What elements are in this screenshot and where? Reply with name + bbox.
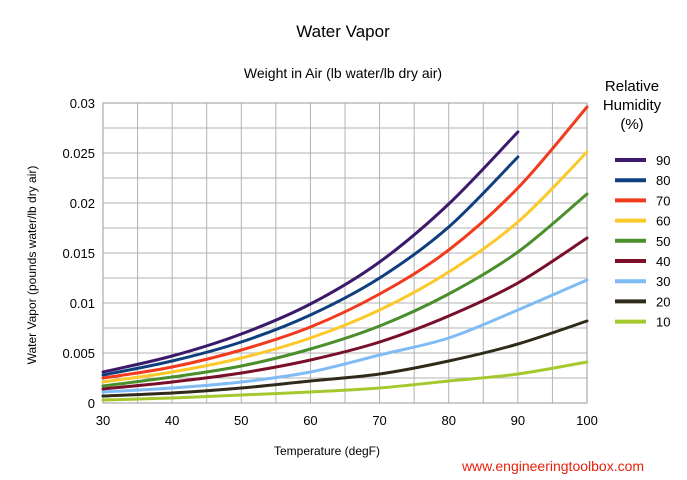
legend-label-rh-40: 40 xyxy=(656,254,670,269)
legend: Relative Humidity (%) 90 80 70 60 50 40 30 20 10 xyxy=(603,78,671,330)
y-tick-label: 0.025 xyxy=(62,146,95,161)
legend-label-rh-10: 10 xyxy=(656,315,670,330)
y-tick-label: 0 xyxy=(88,396,95,411)
legend-title-line: Relative xyxy=(605,78,659,95)
x-axis-label: Temperature (degF) xyxy=(274,444,380,458)
series-line-rh-50 xyxy=(101,192,589,388)
y-tick-label: 0.03 xyxy=(70,96,95,111)
series-line-rh-20 xyxy=(101,319,589,398)
series-lines xyxy=(101,105,589,402)
series-line-rh-30 xyxy=(101,278,589,394)
series-line-rh-80 xyxy=(101,155,520,377)
x-tick-label: 40 xyxy=(165,413,179,428)
x-tick-label: 80 xyxy=(441,413,455,428)
legend-label-rh-30: 30 xyxy=(656,274,670,289)
x-tick-label: 50 xyxy=(234,413,248,428)
x-tick-label: 100 xyxy=(576,413,598,428)
legend-label-rh-70: 70 xyxy=(656,193,670,208)
legend-label-rh-20: 20 xyxy=(656,294,670,309)
chart-subtitle: Weight in Air (lb water/lb dry air) xyxy=(244,65,442,81)
chart-title: Water Vapor xyxy=(296,22,390,41)
y-axis-label: Water Vapor (pounds water/lb dry air) xyxy=(25,166,39,365)
x-tick-label: 30 xyxy=(96,413,110,428)
y-tick-label: 0.01 xyxy=(70,296,95,311)
website-credit: www.engineeringtoolbox.com xyxy=(461,458,644,474)
legend-title: Relative Humidity (%) xyxy=(603,78,662,133)
legend-title-line: Humidity xyxy=(603,97,662,114)
y-tick-label: 0.015 xyxy=(62,246,95,261)
series-line-rh-60 xyxy=(101,150,589,384)
series-line-rh-10 xyxy=(101,360,589,402)
legend-label-rh-60: 60 xyxy=(656,214,670,229)
series-line-rh-70 xyxy=(101,105,589,380)
series-line-rh-90 xyxy=(101,130,520,374)
y-tick-label: 0.005 xyxy=(62,346,95,361)
legend-label-rh-90: 90 xyxy=(656,153,670,168)
series-line-rh-40 xyxy=(101,236,589,391)
legend-items: 90 80 70 60 50 40 30 20 10 xyxy=(615,153,670,330)
y-tick-label: 0.02 xyxy=(70,196,95,211)
legend-label-rh-50: 50 xyxy=(656,234,670,249)
plot-area xyxy=(102,102,588,404)
x-tick-label: 90 xyxy=(511,413,525,428)
axis-tick-labels: 30 40 50 60 70 80 90 100 0 0.005 0.01 0.015 0.02 0.02… xyxy=(62,96,597,428)
x-tick-label: 70 xyxy=(372,413,386,428)
legend-label-rh-80: 80 xyxy=(656,173,670,188)
x-tick-label: 60 xyxy=(303,413,317,428)
legend-title-line: (%) xyxy=(620,116,643,133)
